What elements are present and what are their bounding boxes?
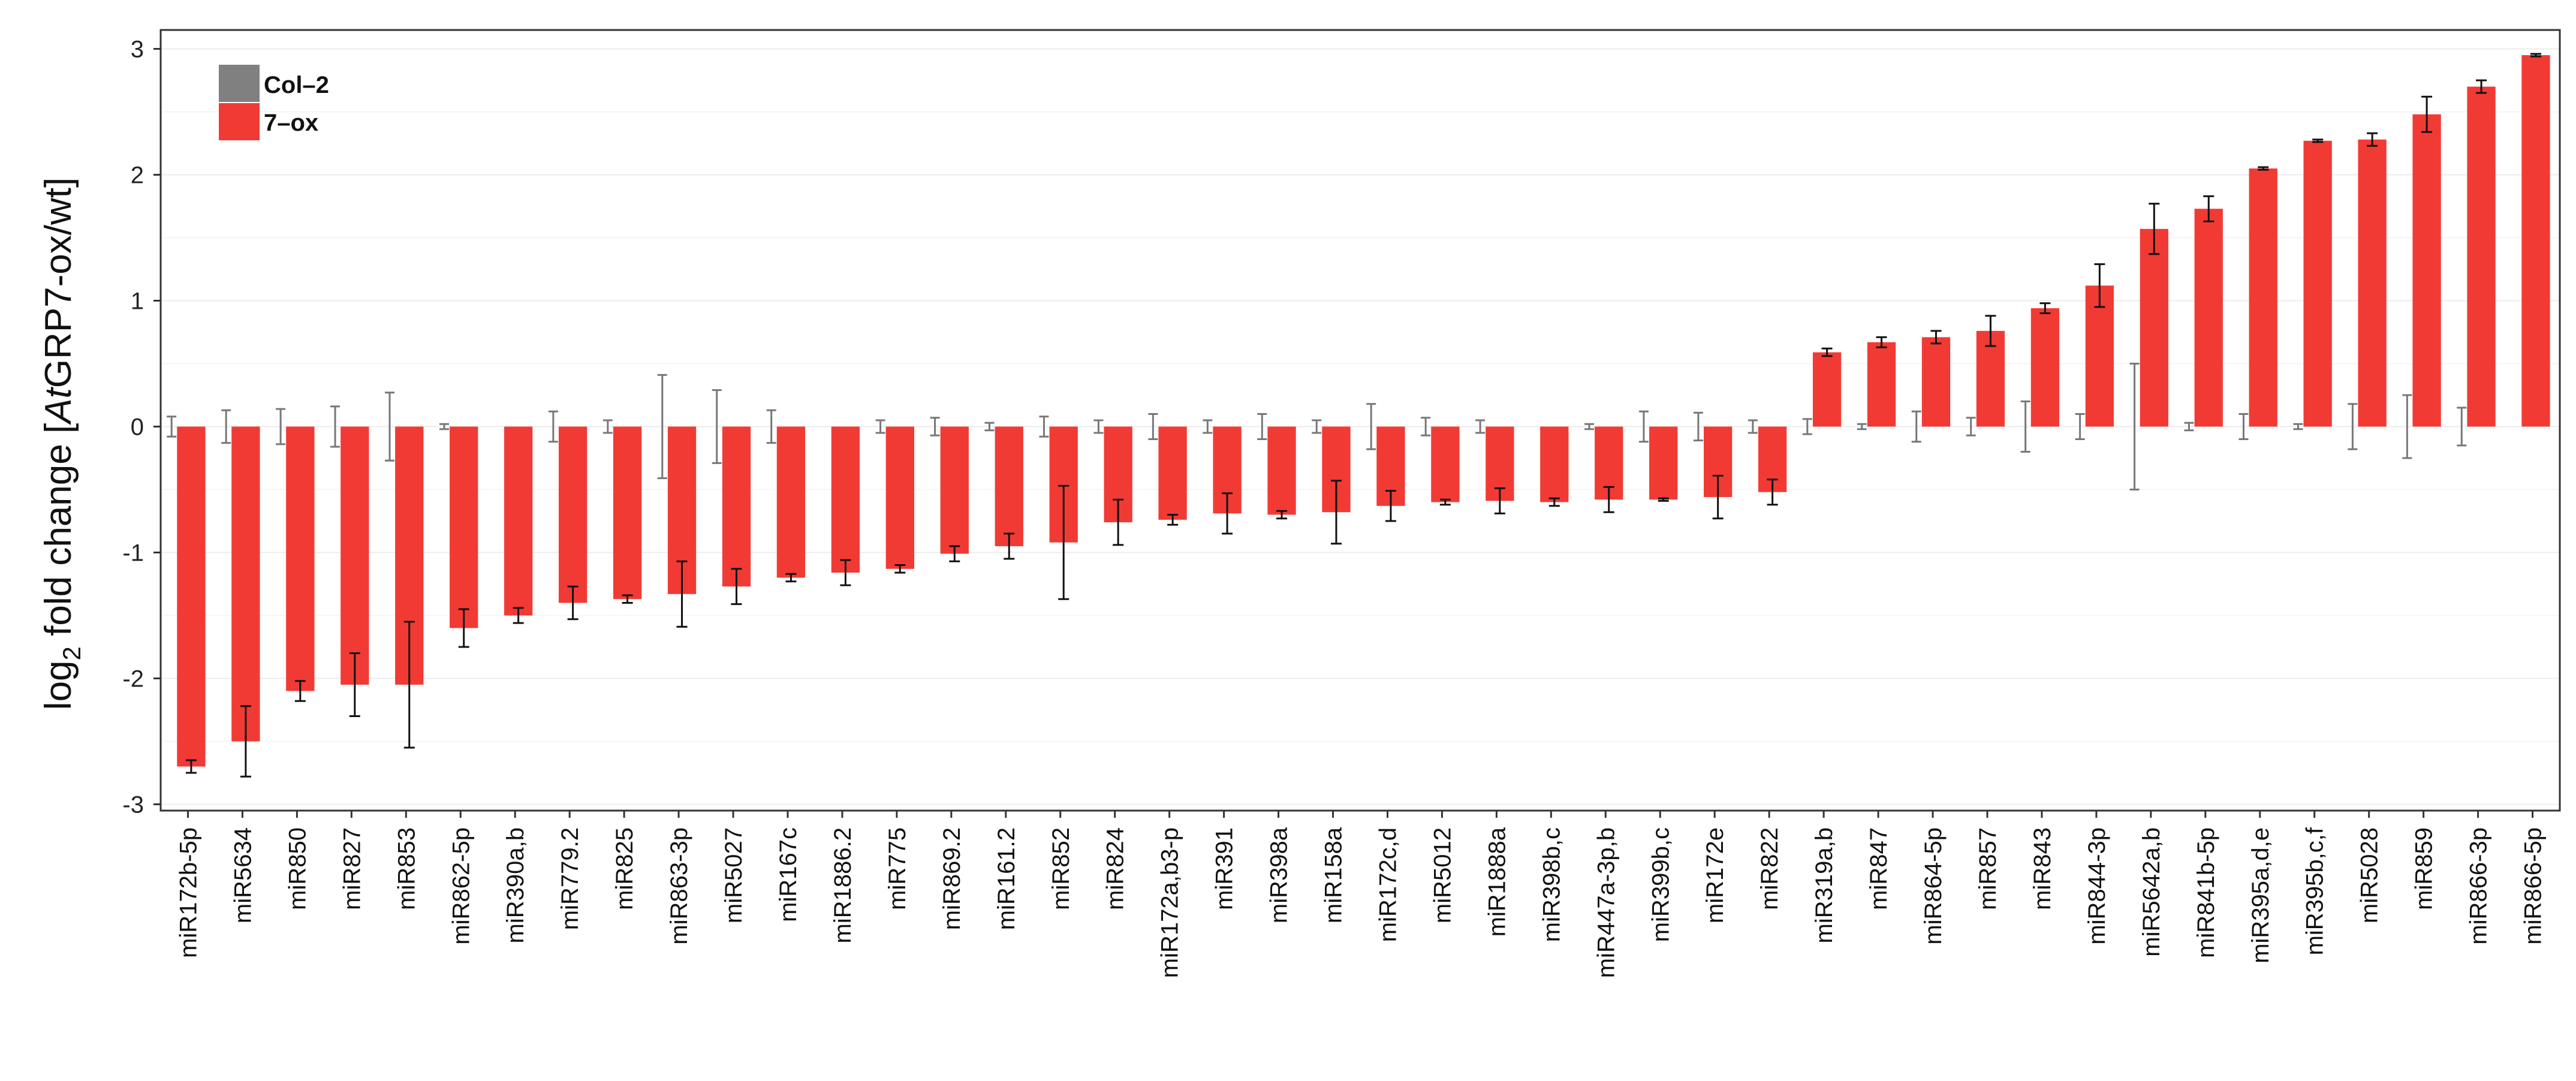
y-tick-label: 1 [131,288,144,315]
x-category-label: miR399b,c [1647,827,1674,942]
x-category-label: miR850 [284,827,311,910]
bar-7-ox [885,426,914,569]
y-tick-label: 2 [131,162,144,189]
bar-7-ox [341,426,369,685]
x-category-label: miR167c [775,827,802,922]
x-category-label: miR841b-5p [2193,827,2219,958]
x-category-label: miR822 [1756,827,1783,910]
y-axis-label: log2 fold change [AtGRP7-ox/wt] [38,177,86,710]
x-category-label: miR862-5p [448,827,474,945]
bar-7-ox [1267,426,1296,515]
y-tick-labels: -3 -2 -1 0 1 2 3 [122,37,144,818]
x-category-label: miR824 [1102,827,1129,910]
bar-7-ox [286,426,315,691]
bar-7-ox [940,426,969,554]
x-category-label: miR390a,b [502,827,529,943]
x-category-label: miR5634 [230,827,256,923]
x-category-labels: miR172b-5p miR5634 miR850 miR827 miR853 miR86… [175,827,2546,978]
x-category-label: miR859 [2411,827,2438,910]
x-category-label: miR827 [339,827,365,910]
x-category-label: miR779.2 [557,827,583,930]
x-category-label: miR5027 [721,827,747,923]
x-category-label: miR825 [611,827,638,910]
x-category-label: miR866-3p [2466,827,2492,945]
legend: Col–2 7–ox [219,65,329,140]
bar-7-ox [450,426,478,628]
bar-7-ox [177,426,206,767]
y-tick-label: 3 [131,37,144,63]
x-category-label: miR391 [1212,827,1238,910]
x-category-label: miR172c,d [1375,827,1401,942]
y-tick-label: -1 [122,540,144,567]
x-category-label: miR398a [1266,827,1292,923]
legend-label-col-2: Col–2 [264,72,329,98]
bar-7-ox [2140,228,2168,427]
x-category-label: miR161.2 [993,827,1020,930]
x-category-label: miR172b-5p [175,827,201,958]
x-category-label: miR853 [393,827,420,910]
bar-7-ox [2412,114,2441,427]
x-category-label: miR775 [884,827,911,910]
x-category-label: miR869.2 [939,827,965,930]
bar-7-ox [722,426,751,587]
x-category-label: miR172e [1702,827,1728,923]
bar-7-ox [1867,342,1896,427]
x-category-label: miR847 [1866,827,1892,910]
bar-7-ox [231,426,260,742]
x-category-label: miR5012 [1429,827,1456,923]
bar-7-ox [558,426,587,603]
x-category-label: miR844-3p [2084,827,2110,945]
plot-border [159,29,2561,812]
x-category-label: miR395b,c,f [2302,827,2328,955]
bar-7-ox [1812,352,1842,427]
bar-7-ox [995,426,1023,546]
bar-7-ox [504,426,533,616]
x-category-label: miR1886.2 [830,827,856,943]
y-tick-label: -3 [122,792,144,818]
x-category-label: miR1888a [1484,827,1510,937]
bar-7-ox [2194,209,2223,427]
plot-area [177,55,2550,767]
x-category-label: miR172a,b3-p [1157,827,1183,978]
bar-7-ox [613,426,642,600]
bar-7-ox [2358,139,2387,427]
bar-7-ox [1431,426,1460,502]
x-category-label: miR852 [1048,827,1074,910]
x-category-label: miR857 [1975,827,2001,910]
bar-7-ox [1158,426,1187,520]
x-category-label: miR5028 [2357,827,2383,923]
x-category-label: miR5642a,b [2138,827,2165,957]
x-category-label: miR864-5p [1920,827,1947,945]
x-category-label: miR395a,d,e [2247,827,2274,963]
bar-7-ox [2467,86,2496,427]
legend-label-7-ox: 7–ox [264,110,318,136]
x-category-label: miR319a,b [1811,827,1837,943]
bar-7-ox [2085,285,2114,427]
x-category-label: miR158a [1321,827,1347,923]
bar-7-ox [776,426,806,578]
bar-7-ox [1540,426,1569,502]
bar-7-ox [2249,168,2277,427]
legend-swatch-col-2 [219,65,260,102]
axes [153,29,2561,818]
x-category-label: miR866-5p [2520,827,2547,945]
legend-swatch-7-ox [219,103,260,140]
bar-7-ox [2030,308,2060,427]
bar-7-ox [1649,426,1678,500]
x-category-label: miR843 [2029,827,2056,910]
error-bars [167,53,2541,778]
y-tick-label: 0 [131,414,144,441]
bar-7-ox [2521,55,2550,427]
x-category-label: miR398b,c [1538,827,1565,942]
bar-7-ox [831,426,860,573]
bar-7-ox [2303,140,2332,427]
bar-7-ox [1921,337,1951,427]
y-tick-label: -2 [122,666,144,692]
x-category-label: miR447a-3p,b [1593,827,1619,978]
x-category-label: miR863-3p [666,827,692,945]
